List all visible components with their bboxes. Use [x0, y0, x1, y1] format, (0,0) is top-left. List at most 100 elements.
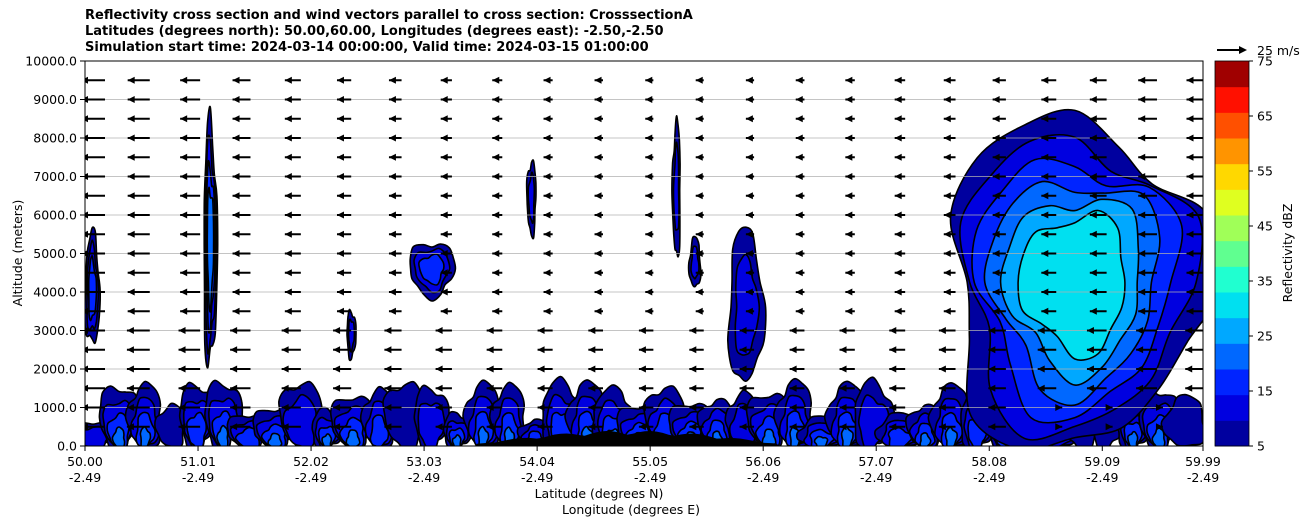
wind-vector-head — [388, 153, 396, 161]
reflectivity-contours — [85, 105, 1203, 446]
wind-vector — [284, 76, 301, 84]
wind-vector — [1041, 134, 1057, 142]
wind-vector — [594, 211, 604, 219]
wind-vector-head — [745, 153, 753, 161]
wind-vector — [1086, 384, 1107, 392]
wind-vector-head — [1186, 153, 1194, 161]
colorbar-segment — [1215, 138, 1249, 165]
wind-vector-head — [232, 288, 240, 296]
wind-vector — [543, 115, 553, 123]
wind-vector-head — [845, 115, 853, 123]
wind-vector — [230, 365, 251, 373]
colorbar-segment — [1215, 215, 1249, 242]
wind-vector — [1138, 230, 1157, 238]
wind-vector — [992, 96, 1006, 103]
low-level-cell — [267, 432, 283, 446]
wind-vector — [588, 423, 604, 431]
wind-vector — [127, 96, 150, 103]
wind-vector — [1041, 115, 1057, 123]
wind-vector-head — [435, 423, 443, 431]
wind-vector-head — [284, 173, 292, 180]
wind-vector-head — [178, 327, 186, 334]
wind-vector — [336, 230, 352, 238]
wind-vector-head — [85, 134, 88, 142]
wind-vector-head — [440, 153, 448, 161]
wind-vector — [492, 307, 503, 315]
wind-vector-head — [645, 134, 653, 142]
wind-vector — [638, 404, 654, 411]
wind-vector-head — [594, 230, 602, 238]
wind-vector — [992, 192, 1006, 200]
wind-vector-head — [695, 250, 703, 257]
wind-vector — [537, 384, 553, 392]
wind-vector — [440, 153, 452, 161]
wind-vector-head — [1055, 423, 1063, 431]
wind-vector — [789, 404, 805, 411]
wind-vector-head — [127, 173, 135, 180]
wind-vector-head — [284, 153, 292, 161]
y-tick-label: 7000.0 — [33, 169, 77, 184]
wind-vector — [594, 288, 604, 296]
wind-vector-head — [333, 365, 341, 373]
wind-vector — [284, 269, 301, 277]
wind-vector-head — [894, 230, 902, 238]
wind-vector-head — [943, 173, 951, 180]
wind-vector — [384, 423, 402, 431]
wind-vector-head — [543, 288, 551, 296]
wind-vector — [845, 211, 855, 219]
wind-vector — [645, 173, 654, 180]
wind-vector-head — [333, 384, 341, 392]
wind-vector — [839, 423, 855, 431]
wind-vector — [1155, 423, 1163, 431]
wind-vector — [543, 173, 553, 180]
wind-vector-head — [537, 404, 545, 411]
wind-vector — [537, 404, 553, 411]
wind-vector-head — [1089, 269, 1097, 277]
wind-vector-head — [938, 423, 946, 431]
x-tick-label-latitude: 53.03 — [406, 454, 442, 469]
wind-vector-head — [845, 134, 853, 142]
wind-vector — [992, 269, 1006, 277]
wind-vector — [745, 115, 755, 123]
wind-vector — [894, 269, 906, 277]
wind-vector — [230, 346, 251, 354]
wind-vector — [127, 211, 150, 219]
colorbar-segment — [1215, 394, 1249, 421]
wind-vector — [492, 76, 503, 84]
x-tick-label-longitude: -2.49 — [69, 470, 101, 485]
reflectivity-cell — [527, 171, 536, 225]
wind-vector-head — [745, 173, 753, 180]
low-level-cell — [154, 402, 186, 446]
wind-vector-head — [127, 134, 135, 142]
wind-vector — [232, 269, 251, 277]
wind-vector-head — [336, 288, 344, 296]
wind-vector — [645, 269, 654, 277]
wind-vector-head — [1185, 365, 1193, 373]
wind-vector-head — [230, 346, 238, 354]
wind-vector — [281, 346, 301, 354]
reflectivity-cell — [418, 253, 445, 286]
wind-vector-head — [1086, 346, 1094, 354]
wind-vector — [492, 96, 503, 103]
wind-vector-head — [645, 230, 653, 238]
x-tick-label-longitude: -2.49 — [408, 470, 440, 485]
wind-vector — [336, 288, 352, 296]
wind-vector — [435, 365, 452, 373]
wind-vector — [992, 211, 1006, 219]
wind-vector-head — [889, 423, 897, 431]
wind-vector-head — [594, 76, 602, 84]
wind-vector — [486, 327, 503, 334]
wind-vector — [845, 269, 855, 277]
wind-vector-head — [745, 115, 753, 123]
wind-vector-head — [943, 153, 951, 161]
colorbar-segment — [1215, 189, 1249, 216]
wind-vector — [1186, 192, 1203, 200]
wind-vector-head — [594, 134, 602, 142]
wind-vector-head — [486, 346, 494, 354]
wind-vector — [232, 115, 251, 123]
y-tick-label: 10000.0 — [25, 54, 77, 69]
wind-vector-head — [230, 384, 238, 392]
wind-vector-head — [543, 115, 551, 123]
wind-vector-head — [889, 404, 897, 411]
